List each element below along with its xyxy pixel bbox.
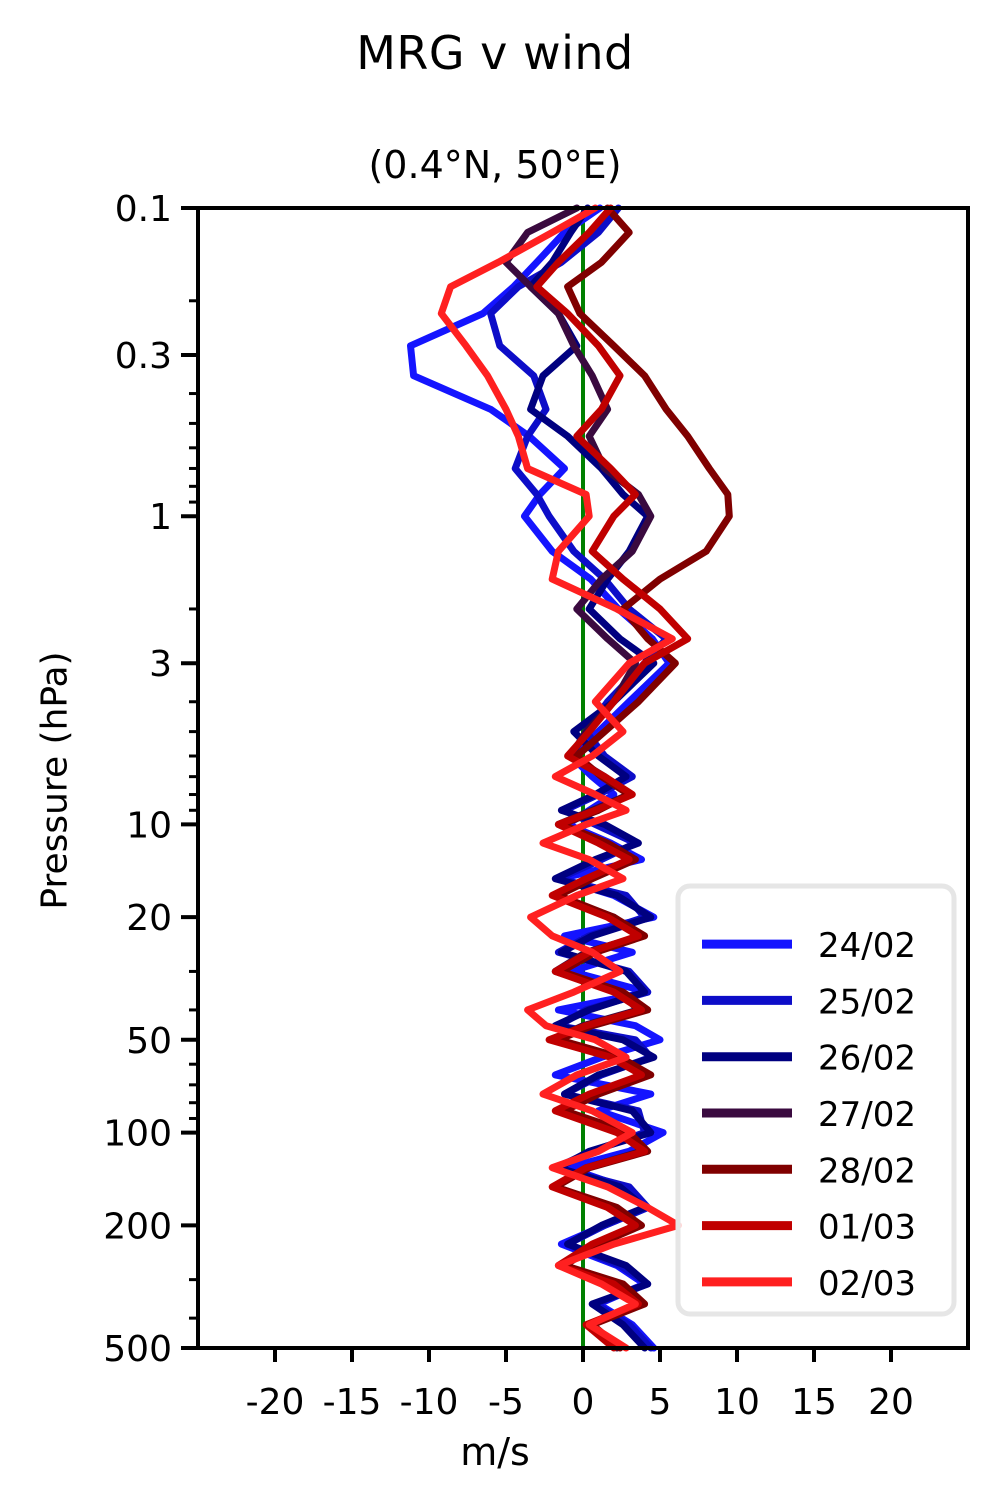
x-tick-label: -5 bbox=[488, 1382, 524, 1423]
data-series-lines bbox=[407, 204, 733, 1352]
legend-label-02-03[interactable]: 02/03 bbox=[818, 1264, 916, 1304]
chart-legend[interactable]: 24/02 25/02 26/02 27/02 28/02 01/03 02/03 bbox=[675, 883, 957, 1317]
legend-label-01-03[interactable]: 01/03 bbox=[818, 1208, 916, 1248]
y-tick-label: 0.3 bbox=[115, 336, 172, 377]
x-tick-label: -20 bbox=[246, 1382, 305, 1423]
legend-label-27-02[interactable]: 27/02 bbox=[818, 1095, 916, 1135]
x-tick-label: 0 bbox=[572, 1382, 595, 1423]
y-tick-label: 50 bbox=[126, 1021, 172, 1062]
legend-label-24-02[interactable]: 24/02 bbox=[818, 926, 916, 966]
legend-label-25-02[interactable]: 25/02 bbox=[818, 982, 916, 1022]
x-axis-label: m/s bbox=[460, 1430, 530, 1474]
legend-label-28-02[interactable]: 28/02 bbox=[818, 1151, 916, 1191]
y-tick-label: 200 bbox=[103, 1206, 172, 1247]
x-tick-label: 20 bbox=[868, 1382, 914, 1423]
y-tick-label: 0.1 bbox=[115, 189, 172, 230]
x-tick-label: 15 bbox=[791, 1382, 837, 1423]
x-tick-label: -10 bbox=[400, 1382, 459, 1423]
chart-title: MRG v wind bbox=[356, 26, 634, 80]
y-tick-label: 3 bbox=[149, 644, 172, 685]
y-tick-label: 100 bbox=[103, 1114, 172, 1155]
y-tick-label: 1 bbox=[149, 497, 172, 538]
series-line-02-03 bbox=[437, 204, 682, 1352]
plot-frame bbox=[196, 206, 970, 1350]
y-tick-label: 20 bbox=[126, 898, 172, 939]
x-tick-label: 5 bbox=[649, 1382, 672, 1423]
axis-tick-labels: -20 -15 -10 -5 0 5 10 15 20 0.1 0.3 1 3 10 20 50 100 200 5… bbox=[103, 189, 914, 1423]
x-tick-label: -15 bbox=[323, 1382, 382, 1423]
y-tick-label: 10 bbox=[126, 805, 172, 846]
legend-label-26-02[interactable]: 26/02 bbox=[818, 1039, 916, 1079]
y-tick-label: 500 bbox=[103, 1329, 172, 1370]
chart-subtitle: (0.4°N, 50°E) bbox=[368, 143, 622, 187]
x-tick-label: 10 bbox=[714, 1382, 760, 1423]
